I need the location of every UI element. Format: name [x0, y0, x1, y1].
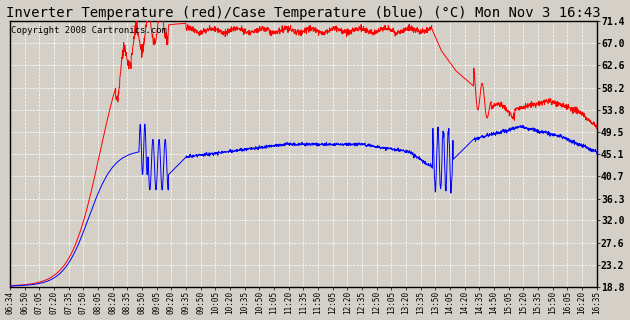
- Text: Copyright 2008 Cartronics.com: Copyright 2008 Cartronics.com: [11, 26, 167, 35]
- Title: Inverter Temperature (red)/Case Temperature (blue) (°C) Mon Nov 3 16:43: Inverter Temperature (red)/Case Temperat…: [6, 5, 601, 20]
